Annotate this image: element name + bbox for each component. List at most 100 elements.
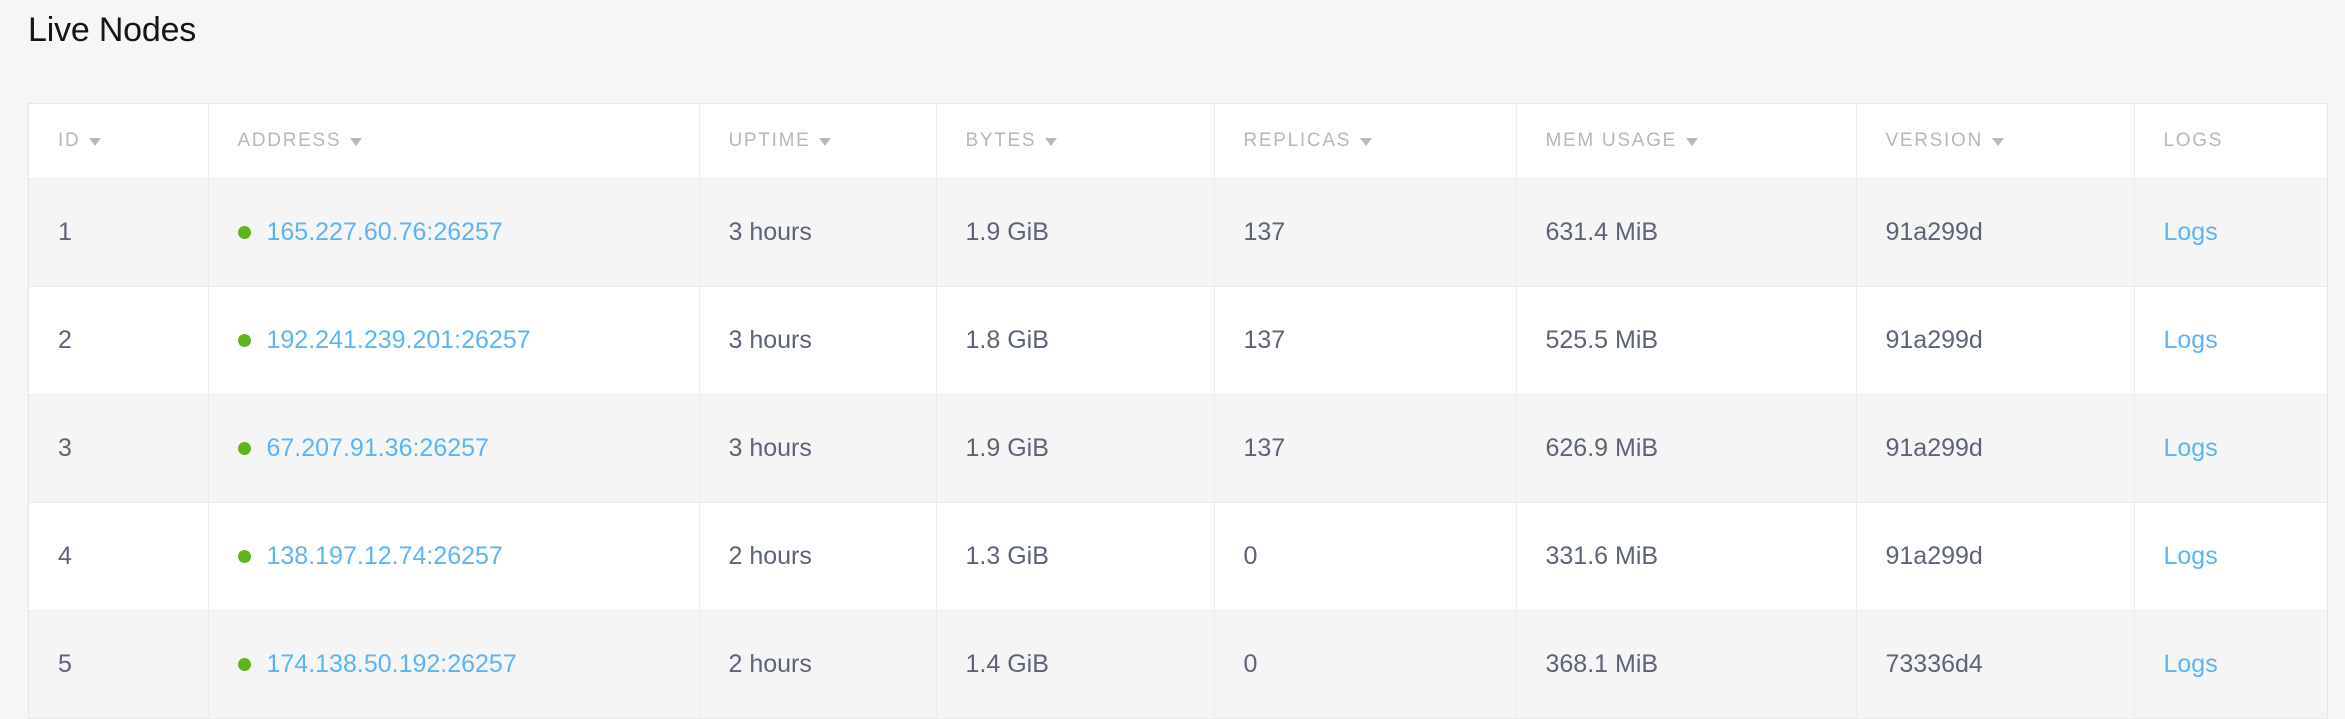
node-status-dot-icon <box>237 658 251 671</box>
live-nodes-table: ID ADDRESS UPTIME BYTES REPLICAS MEM USAGE VER… <box>29 104 2327 718</box>
cell-replicas: 0 <box>1214 502 1517 611</box>
table-body: 1 165.227.60.76:26257 3 hours 1.9 GiB 137 631… <box>29 178 2327 718</box>
cell-uptime: 2 hours <box>699 502 937 611</box>
column-header-bytes[interactable]: BYTES <box>936 104 1215 179</box>
cell-version: 91a299d <box>1856 394 2135 503</box>
cell-logs: Logs <box>2134 502 2327 611</box>
cell-logs: Logs <box>2134 610 2327 718</box>
table-header: ID ADDRESS UPTIME BYTES REPLICAS MEM USAGE VER… <box>29 104 2327 179</box>
page-title: Live Nodes <box>28 11 197 49</box>
cell-bytes: 1.3 GiB <box>936 502 1215 611</box>
cell-logs: Logs <box>2134 286 2327 395</box>
sort-caret-down-icon[interactable] <box>819 138 832 146</box>
cell-mem-usage: 368.1 MiB <box>1516 610 1857 718</box>
node-address-link[interactable]: 174.138.50.192:26257 <box>266 650 517 678</box>
column-header-label: LOGS <box>2163 130 2224 151</box>
cell-mem-usage: 631.4 MiB <box>1516 178 1857 287</box>
table-row: 3 67.207.91.36:26257 3 hours 1.9 GiB 137 626.… <box>29 394 2327 503</box>
node-logs-link[interactable]: Logs <box>2163 434 2218 462</box>
cell-version: 91a299d <box>1856 502 2135 611</box>
column-header-inner: BYTES <box>966 130 1058 152</box>
cell-bytes: 1.9 GiB <box>936 178 1215 287</box>
sort-caret-down-icon[interactable] <box>1045 138 1058 146</box>
address-cell-inner: 192.241.239.201:26257 <box>237 326 699 355</box>
cell-mem-usage: 331.6 MiB <box>1516 502 1857 611</box>
cell-uptime: 3 hours <box>699 178 937 287</box>
column-header-address[interactable]: ADDRESS <box>208 104 700 179</box>
node-status-dot-icon <box>237 442 251 455</box>
cell-address: 67.207.91.36:26257 <box>208 394 700 503</box>
column-header-inner: VERSION <box>1886 130 2004 152</box>
node-logs-link[interactable]: Logs <box>2163 650 2218 678</box>
cell-replicas: 137 <box>1214 286 1517 395</box>
column-header-label: VERSION <box>1885 130 1983 151</box>
live-nodes-table-container: ID ADDRESS UPTIME BYTES REPLICAS MEM USAGE VER… <box>28 103 2328 719</box>
cell-id: 1 <box>29 178 209 287</box>
node-status-dot-icon <box>237 550 251 563</box>
column-header-inner: LOGS <box>2164 130 2224 152</box>
cell-replicas: 137 <box>1214 178 1517 287</box>
node-status-dot-icon <box>237 226 251 239</box>
address-cell-inner: 165.227.60.76:26257 <box>237 218 699 247</box>
column-header-id[interactable]: ID <box>29 104 209 179</box>
cell-mem-usage: 626.9 MiB <box>1516 394 1857 503</box>
column-header-logs: LOGS <box>2134 104 2327 179</box>
table-row: 5 174.138.50.192:26257 2 hours 1.4 GiB 0 368.… <box>29 610 2327 718</box>
column-header-inner: ID <box>58 130 102 152</box>
column-header-version[interactable]: VERSION <box>1856 104 2135 179</box>
cell-logs: Logs <box>2134 178 2327 287</box>
cell-address: 192.241.239.201:26257 <box>208 286 700 395</box>
table-row: 1 165.227.60.76:26257 3 hours 1.9 GiB 137 631… <box>29 178 2327 287</box>
cell-id: 2 <box>29 286 209 395</box>
table-row: 4 138.197.12.74:26257 2 hours 1.3 GiB 0 331.6… <box>29 502 2327 611</box>
cell-replicas: 0 <box>1214 610 1517 718</box>
column-header-inner: MEM USAGE <box>1546 130 1698 152</box>
column-header-label: MEM USAGE <box>1545 130 1677 151</box>
column-header-inner: UPTIME <box>729 130 832 152</box>
cell-id: 4 <box>29 502 209 611</box>
cell-bytes: 1.8 GiB <box>936 286 1215 395</box>
column-header-uptime[interactable]: UPTIME <box>699 104 937 179</box>
node-address-link[interactable]: 192.241.239.201:26257 <box>266 326 531 354</box>
column-header-label: UPTIME <box>728 130 811 151</box>
cell-version: 91a299d <box>1856 286 2135 395</box>
live-nodes-page: Live Nodes ID ADDRESS UPTIME BYTES REPLICAS M… <box>28 11 2328 719</box>
node-address-link[interactable]: 138.197.12.74:26257 <box>266 542 503 570</box>
node-address-link[interactable]: 165.227.60.76:26257 <box>266 218 503 246</box>
table-row: 2 192.241.239.201:26257 3 hours 1.8 GiB 137 5… <box>29 286 2327 395</box>
column-header-label: REPLICAS <box>1243 130 1352 151</box>
cell-replicas: 137 <box>1214 394 1517 503</box>
column-header-label: ADDRESS <box>237 130 342 151</box>
cell-logs: Logs <box>2134 394 2327 503</box>
column-header-mem[interactable]: MEM USAGE <box>1516 104 1857 179</box>
cell-version: 91a299d <box>1856 178 2135 287</box>
node-logs-link[interactable]: Logs <box>2163 542 2218 570</box>
sort-caret-down-icon[interactable] <box>89 138 102 146</box>
cell-address: 165.227.60.76:26257 <box>208 178 700 287</box>
cell-address: 174.138.50.192:26257 <box>208 610 700 718</box>
cell-id: 3 <box>29 394 209 503</box>
sort-caret-down-icon[interactable] <box>1991 138 2004 146</box>
cell-uptime: 2 hours <box>699 610 937 718</box>
cell-uptime: 3 hours <box>699 286 937 395</box>
sort-caret-down-icon[interactable] <box>350 138 363 146</box>
sort-caret-down-icon[interactable] <box>1685 138 1698 146</box>
node-status-dot-icon <box>237 334 251 347</box>
column-header-inner: REPLICAS <box>1244 130 1373 152</box>
cell-version: 73336d4 <box>1856 610 2135 718</box>
column-header-label: ID <box>58 130 81 151</box>
address-cell-inner: 67.207.91.36:26257 <box>237 434 699 463</box>
node-address-link[interactable]: 67.207.91.36:26257 <box>266 434 489 462</box>
header-row: ID ADDRESS UPTIME BYTES REPLICAS MEM USAGE VER… <box>29 104 2327 179</box>
address-cell-inner: 174.138.50.192:26257 <box>237 650 699 679</box>
sort-caret-down-icon[interactable] <box>1360 138 1373 146</box>
cell-bytes: 1.9 GiB <box>936 394 1215 503</box>
column-header-inner: ADDRESS <box>238 130 363 152</box>
cell-mem-usage: 525.5 MiB <box>1516 286 1857 395</box>
cell-bytes: 1.4 GiB <box>936 610 1215 718</box>
node-logs-link[interactable]: Logs <box>2163 326 2218 354</box>
address-cell-inner: 138.197.12.74:26257 <box>237 542 699 571</box>
node-logs-link[interactable]: Logs <box>2163 218 2218 246</box>
cell-id: 5 <box>29 610 209 718</box>
column-header-replicas[interactable]: REPLICAS <box>1214 104 1517 179</box>
